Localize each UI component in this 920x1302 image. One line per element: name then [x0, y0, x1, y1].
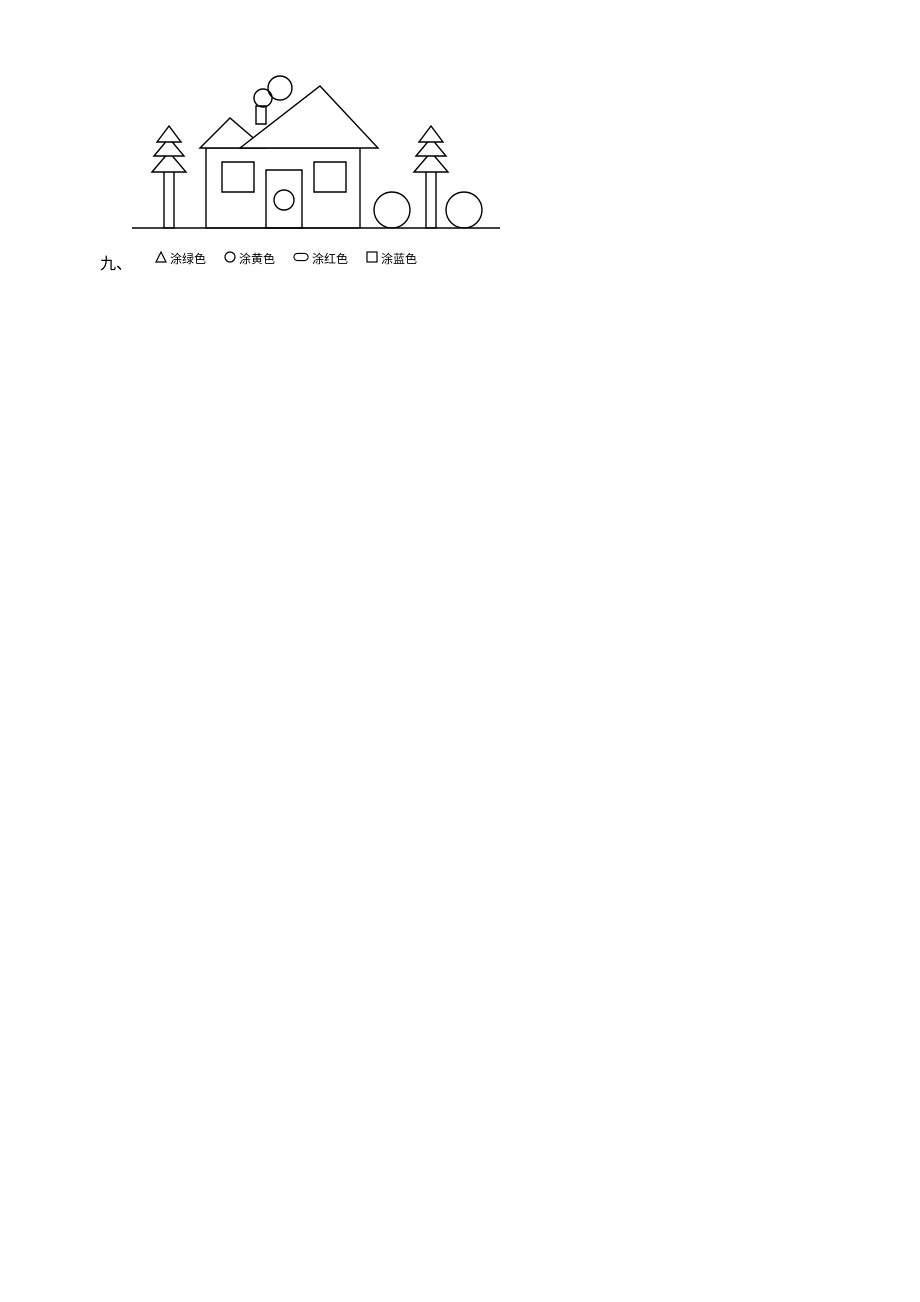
tree-trunk-1: [426, 170, 436, 228]
tree-0-canopy-2: [157, 126, 181, 142]
legend-item-2: 涂红色: [293, 250, 348, 267]
smoke-circle-1: [254, 89, 272, 107]
house-window-right: [314, 162, 346, 192]
square-icon: [366, 251, 378, 267]
legend-item-3: 涂蓝色: [366, 250, 417, 267]
house-door: [266, 170, 302, 228]
triangle-icon: [155, 251, 167, 267]
roof-right-triangle: [240, 86, 378, 148]
bush-circle-0: [374, 192, 410, 228]
question-number: 九、: [100, 250, 132, 274]
legend-item-0: 涂绿色: [155, 250, 206, 267]
tree-1-canopy-2: [419, 126, 443, 142]
tree-trunk-0: [164, 170, 174, 228]
legend-item-1: 涂黄色: [224, 250, 275, 267]
bush-circle-1: [446, 192, 482, 228]
legend-label-1: 涂黄色: [239, 250, 275, 267]
diagram-canvas: [130, 70, 502, 250]
legend-label-2: 涂红色: [312, 250, 348, 267]
rounded-rect-h-icon: [293, 251, 309, 266]
house-window-left: [222, 162, 254, 192]
door-knob-circle: [274, 190, 294, 210]
legend: 涂绿色 涂黄色 涂红色 涂蓝色: [155, 250, 417, 267]
legend-label-3: 涂蓝色: [381, 250, 417, 267]
smoke-circle-2: [268, 76, 292, 100]
chimney: [256, 106, 266, 124]
page: { "question_number": "九、", "layout": { "…: [0, 0, 920, 1302]
house-body: [206, 148, 360, 228]
legend-label-0: 涂绿色: [170, 250, 206, 267]
circle-icon: [224, 251, 236, 267]
scene-svg: [130, 70, 502, 250]
